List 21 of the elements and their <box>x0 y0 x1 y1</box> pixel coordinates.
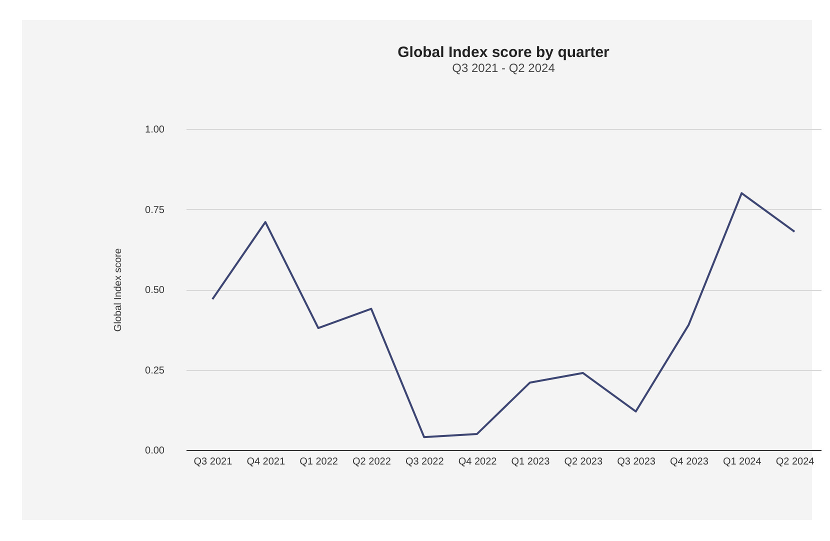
x-tick-label: Q4 2023 <box>670 456 709 468</box>
x-tick-label: Q1 2023 <box>511 456 550 468</box>
x-tick-label: Q2 2022 <box>352 456 392 468</box>
line-series <box>211 192 796 438</box>
y-tick-label: 0.25 <box>145 365 165 376</box>
x-tick-label: Q2 2023 <box>564 456 603 468</box>
x-tick-label: Q4 2022 <box>458 456 498 468</box>
x-tick-label: Q3 2021 <box>194 456 233 468</box>
x-tick-label: Q1 2024 <box>722 456 762 468</box>
y-tick-label: 0.00 <box>145 446 165 456</box>
chart-subtitle: Q3 2021 - Q2 2024 <box>452 61 556 75</box>
y-tick-label: 0.75 <box>145 204 165 216</box>
x-tick-label: Q3 2023 <box>617 456 656 468</box>
y-tick-label: 1.00 <box>145 124 165 136</box>
x-tick-label: Q1 2022 <box>300 456 338 468</box>
x-tick-label: Q3 2022 <box>405 456 444 468</box>
y-tick-label: 0.50 <box>145 285 165 296</box>
chart-title: Global Index score by quarter <box>398 44 610 61</box>
x-tick-label: Q4 2021 <box>246 456 286 468</box>
y-axis-title: Global Index score <box>113 248 124 332</box>
x-tick-label: Q2 2024 <box>776 456 815 468</box>
